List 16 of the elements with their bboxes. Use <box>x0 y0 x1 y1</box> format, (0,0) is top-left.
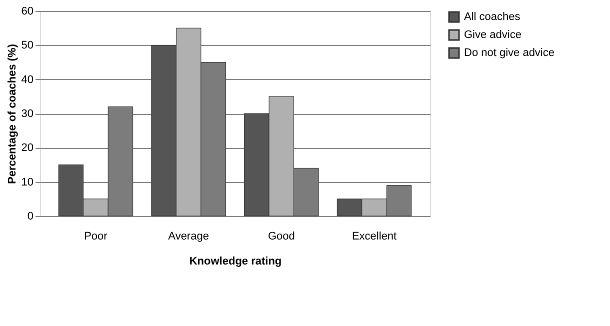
y-tick-label: 30 <box>21 108 34 120</box>
y-tick-label: 0 <box>27 210 34 222</box>
x-axis-title: Knowledge rating <box>189 256 282 268</box>
x-tick-label: Good <box>268 230 295 242</box>
x-tick-label: Poor <box>84 230 108 242</box>
y-tick-label: 10 <box>21 176 34 188</box>
y-tick-label: 40 <box>21 74 34 86</box>
legend-label: All coaches <box>464 11 521 23</box>
y-tick-label: 50 <box>21 40 34 52</box>
y-tick-label: 20 <box>21 142 34 154</box>
y-tick-label: 60 <box>21 6 34 18</box>
y-axis-title: Percentage of coaches (%) <box>6 44 18 184</box>
x-tick-label: Excellent <box>352 230 397 242</box>
legend-label: Do not give advice <box>464 47 554 59</box>
x-tick-label: Average <box>168 230 209 242</box>
legend-label: Give advice <box>464 29 522 41</box>
